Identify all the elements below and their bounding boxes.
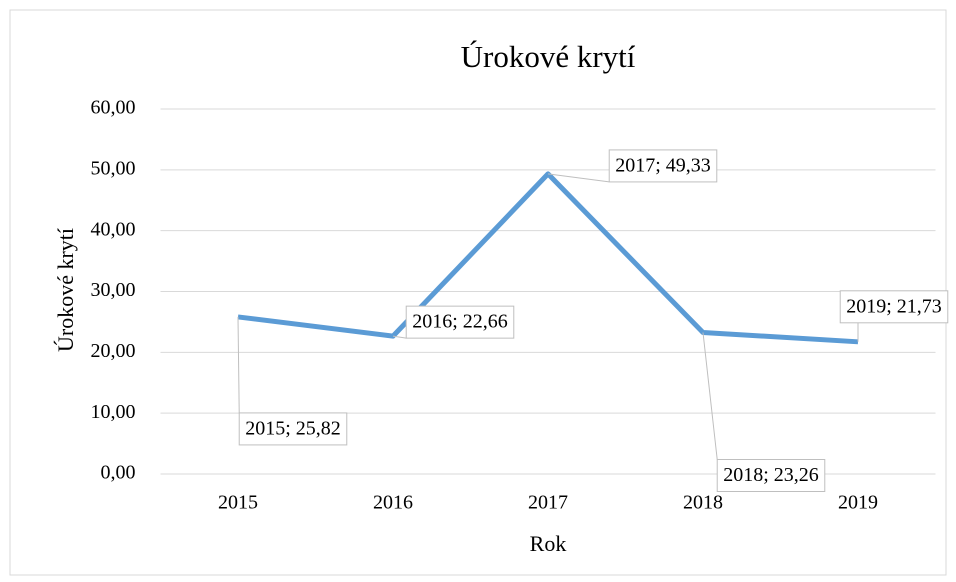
x-tick-label: 2015: [218, 492, 258, 514]
x-axis-label: Rok: [530, 531, 567, 556]
y-tick-label: 50,00: [91, 157, 136, 179]
x-tick-label: 2016: [373, 492, 413, 514]
data-label-box: [405, 305, 515, 339]
chart-title: Úrokové krytí: [461, 39, 636, 74]
x-tick-label: 2019: [838, 492, 878, 514]
leader-line: [237, 316, 240, 413]
y-tick-label: 30,00: [91, 279, 136, 301]
y-axis-label: Úrokové krytí: [53, 228, 78, 352]
x-tick-label: 2017: [528, 492, 568, 514]
data-label: 2017; 49,33: [615, 155, 711, 177]
y-tick-label: 60,00: [91, 97, 136, 119]
data-label: 2019; 21,73: [846, 295, 942, 317]
data-label: 2015; 25,82: [245, 418, 341, 440]
line: [237, 171, 859, 345]
data-label-box: [839, 290, 949, 324]
leader-line: [702, 332, 718, 460]
leader-line: [392, 335, 407, 339]
data-label-box: [608, 149, 718, 183]
y-tick-label: 20,00: [91, 340, 136, 362]
y-tick-label: 0,00: [101, 462, 136, 484]
data-label: 2016; 22,66: [412, 311, 508, 333]
y-tick-label: 10,00: [91, 401, 136, 423]
x-tick-label: 2018: [683, 492, 723, 514]
data-label-box: [238, 412, 348, 446]
y-tick-label: 40,00: [91, 218, 136, 240]
leader-line: [547, 173, 610, 183]
data-label-box: [716, 459, 826, 493]
data-label: 2018; 23,26: [723, 464, 819, 486]
